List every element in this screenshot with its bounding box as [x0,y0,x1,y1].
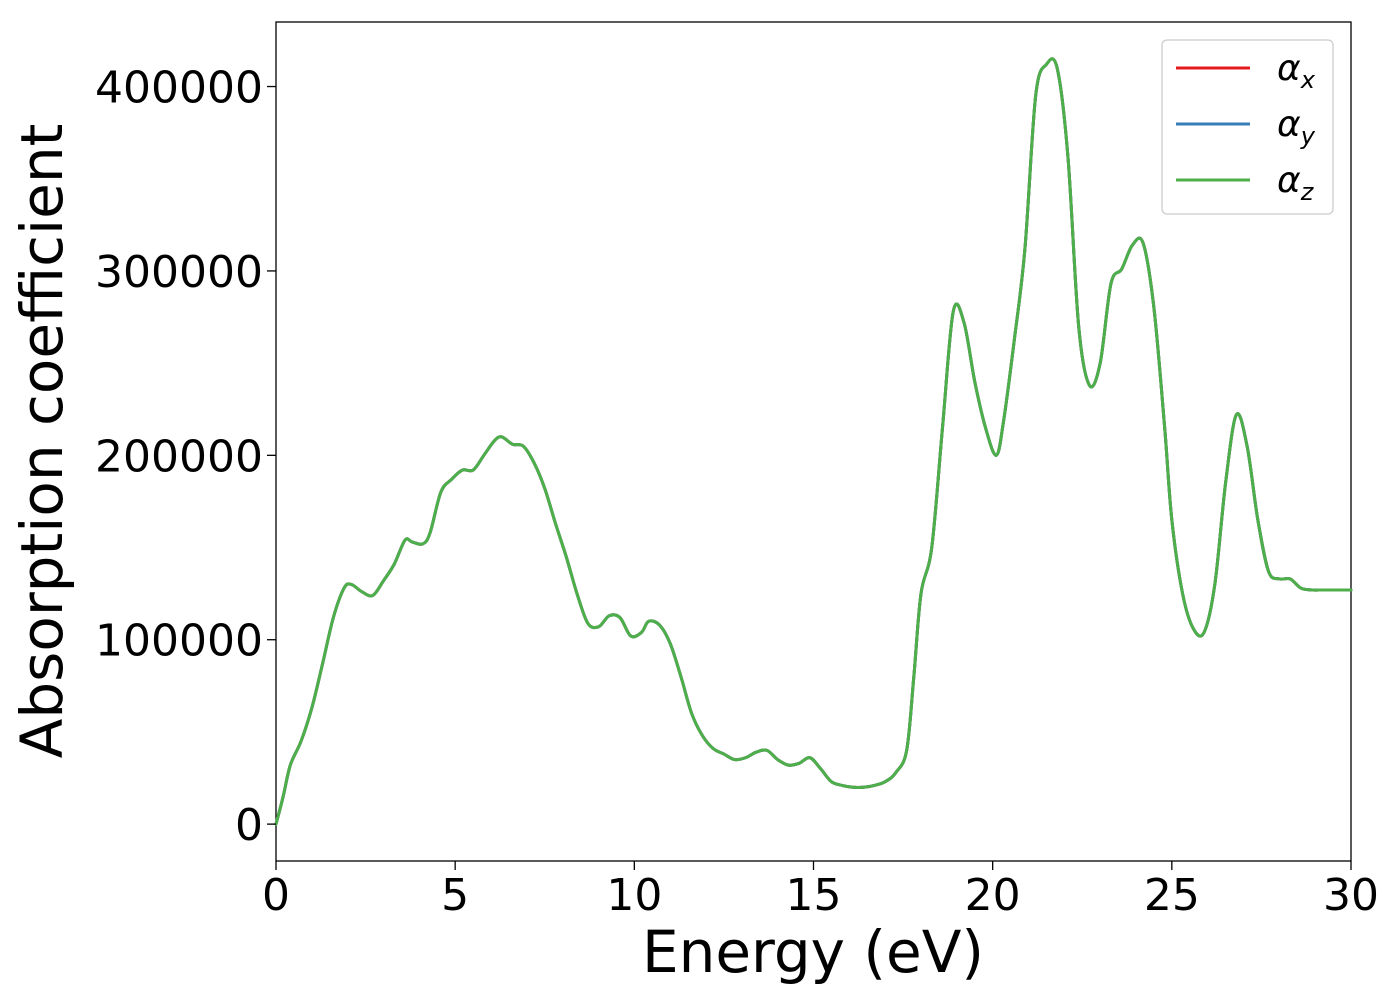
x-axis-label: Energy (eV) [642,918,984,986]
legend-label-z: αz [1277,160,1315,206]
y-tick-label: 300000 [95,247,263,298]
y-axis-ticks: 0 100000 200000 300000 400000 [95,63,276,851]
legend: αx αy αz [1161,39,1334,215]
y-tick-label: 200000 [95,431,263,482]
legend-label-y: αy [1277,104,1316,150]
y-tick-label: 0 [235,800,263,851]
series-layer [274,57,1353,826]
y-tick-label: 100000 [95,616,263,667]
x-tick-label: 25 [1144,870,1200,921]
x-tick-label: 30 [1323,870,1379,921]
x-tick-label: 15 [786,870,842,921]
x-tick-label: 20 [965,870,1021,921]
legend-box [1161,39,1334,215]
series-line-z [274,57,1353,826]
legend-label-x: αx [1277,48,1316,94]
x-tick-label: 0 [262,870,290,921]
x-axis-ticks: 0 5 10 15 20 25 30 [262,861,1379,921]
y-tick-label: 400000 [95,63,263,114]
x-tick-label: 5 [441,870,469,921]
x-tick-label: 10 [606,870,662,921]
y-axis-label: Absorption coefficient [8,124,76,759]
